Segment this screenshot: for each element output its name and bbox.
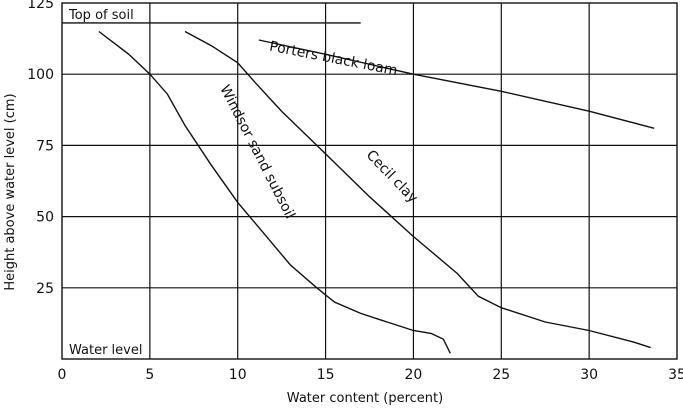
annotations: Top of soil Water level bbox=[68, 8, 142, 358]
x-tick-labels: 0 5 10 15 20 25 30 35 bbox=[58, 367, 683, 383]
y-tick-label-100: 100 bbox=[27, 67, 54, 83]
x-tick-label-0: 0 bbox=[58, 367, 67, 383]
series-label-cecil-clay: Cecil clay bbox=[363, 147, 421, 206]
series-cecil-clay-line bbox=[184, 30, 651, 349]
series-layer: Windsor sand subsoil Cecil clay Porters bl… bbox=[98, 30, 655, 354]
series-windsor-sand-subsoil-line bbox=[98, 30, 451, 354]
y-tick-labels: 25 50 75 100 125 bbox=[27, 0, 54, 297]
annotation-water-level: Water level bbox=[69, 343, 142, 358]
x-tick-label-15: 15 bbox=[317, 367, 335, 383]
grid-layer bbox=[62, 3, 677, 359]
y-axis-label: Height above water level (cm) bbox=[3, 93, 18, 290]
series-porters-black-loam-line bbox=[258, 39, 655, 129]
x-tick-label-20: 20 bbox=[405, 367, 423, 383]
series-label-porters-black-loam: Porters black loam bbox=[268, 39, 399, 80]
x-axis-label: Water content (percent) bbox=[287, 391, 443, 406]
y-tick-label-50: 50 bbox=[36, 210, 54, 226]
annotation-top-of-soil: Top of soil bbox=[68, 8, 134, 23]
x-tick-label-25: 25 bbox=[492, 367, 510, 383]
y-tick-label-25: 25 bbox=[36, 281, 54, 297]
x-tick-label-30: 30 bbox=[580, 367, 598, 383]
y-tick-label-125: 125 bbox=[27, 0, 54, 12]
x-tick-label-10: 10 bbox=[229, 367, 247, 383]
x-tick-label-35: 35 bbox=[668, 367, 683, 383]
series-label-windsor-sand-subsoil: Windsor sand subsoil bbox=[216, 83, 297, 222]
plot-frame bbox=[61, 2, 678, 360]
x-tick-label-5: 5 bbox=[145, 367, 154, 383]
y-tick-label-75: 75 bbox=[36, 138, 54, 154]
